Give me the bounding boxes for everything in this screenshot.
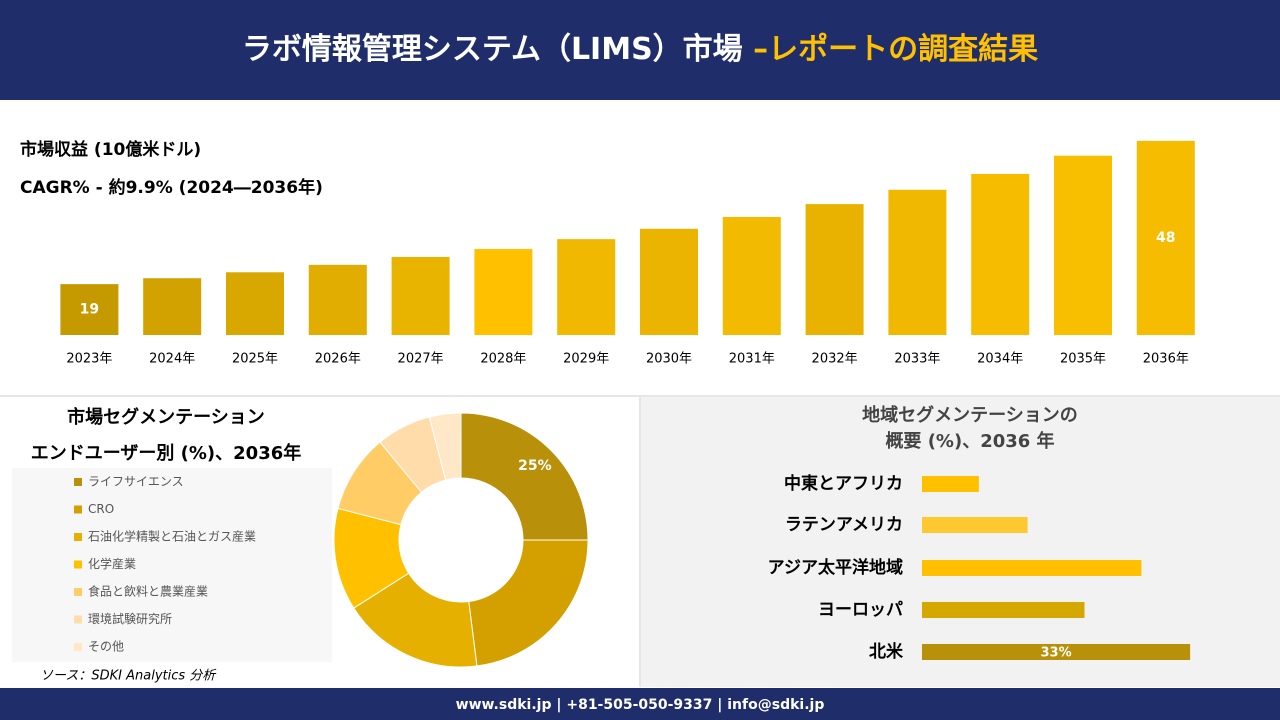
legend-label: その他 <box>88 640 124 654</box>
chart-subtitle: 概要 (%)、2036 年 <box>885 430 1054 452</box>
legend-marker <box>74 560 82 569</box>
bar <box>722 216 781 335</box>
y-tick-label: ラテンアメリカ <box>785 515 903 535</box>
value-label: 48 <box>1156 230 1175 246</box>
legend-marker <box>74 478 82 486</box>
legend-marker <box>74 588 82 596</box>
bar <box>922 602 1085 618</box>
x-tick-label: 2024年 <box>149 352 195 367</box>
legend-marker <box>74 533 82 541</box>
source: ソース：SDKI Analytics 分析 <box>40 669 217 684</box>
legend-label: ライフサイエンス <box>88 475 184 489</box>
x-tick-label: 2034年 <box>977 352 1023 367</box>
footer-contact: www.sdki.jp | +81-505-050-9337 | info@sd… <box>456 697 825 713</box>
chart-title: 市場収益 (10億米ドル) <box>20 139 201 160</box>
x-tick-label: 2029年 <box>563 352 609 367</box>
footer-bar <box>0 688 1280 720</box>
legend-marker <box>74 643 82 651</box>
legend-box <box>12 468 332 662</box>
x-tick-label: 2033年 <box>894 352 940 367</box>
bar <box>391 256 450 335</box>
bar <box>805 204 864 335</box>
bar <box>60 284 119 335</box>
title-highlight: –レポートの調査結果 <box>753 32 1038 67</box>
donut-segment <box>460 412 589 541</box>
bar <box>922 644 1191 660</box>
x-tick-label: 2032年 <box>812 352 858 367</box>
bar <box>971 173 1030 335</box>
bar <box>922 476 979 492</box>
region-panel <box>641 397 1280 687</box>
value-label: 19 <box>80 302 99 318</box>
x-tick-label: 2030年 <box>646 352 692 367</box>
bar <box>1136 140 1195 335</box>
bar <box>474 249 533 335</box>
value-label: 25% <box>518 458 552 474</box>
legend-label: 食品と飲料と農業産業 <box>88 584 208 599</box>
legend-label: 化学産業 <box>88 556 136 571</box>
donut-segment <box>353 572 478 668</box>
y-tick-label: アジア太平洋地域 <box>768 557 903 578</box>
bar <box>1054 155 1112 335</box>
x-tick-label: 2027年 <box>398 352 444 367</box>
y-tick-label: ヨーロッパ <box>818 600 903 620</box>
header-title: ラボ情報管理システム（LIMS）市場 –レポートの調査結果 <box>242 32 1038 67</box>
bar <box>640 228 698 335</box>
x-tick-label: 2025年 <box>232 352 278 367</box>
chart-subtitle: CAGR% - 約9.9% (2024―2036年) <box>20 177 323 198</box>
bar <box>922 560 1142 576</box>
donut-segment <box>428 412 462 481</box>
bar <box>226 272 284 335</box>
chart-title: 市場セグメンテーション <box>67 406 265 428</box>
chart-title: 地域セグメンテーションの <box>862 404 1078 426</box>
legend-label: 石油化学精製と石油とガス産業 <box>88 529 256 544</box>
donut-segment <box>468 539 589 667</box>
header-bar <box>0 0 1280 100</box>
x-tick-label: 2036年 <box>1143 352 1189 367</box>
title-main: ラボ情報管理システム（LIMS）市場 <box>242 32 753 67</box>
x-tick-label: 2028年 <box>480 352 526 367</box>
x-tick-label: 2023年 <box>66 352 112 367</box>
legend-marker <box>74 505 82 514</box>
y-tick-label: 北米 <box>869 641 904 662</box>
x-tick-label: 2026年 <box>315 352 361 367</box>
x-tick-label: 2031年 <box>729 352 775 367</box>
legend-label: CRO <box>88 502 114 516</box>
bar <box>922 517 1028 533</box>
value-label: 33% <box>1041 646 1072 661</box>
bar <box>143 278 202 335</box>
bar <box>557 239 616 335</box>
chart-subtitle: エンドユーザー別 (%)、2036年 <box>31 442 302 464</box>
legend-marker <box>74 615 82 624</box>
legend-label: 環境試験研究所 <box>88 611 172 626</box>
bar <box>308 264 367 335</box>
y-tick-label: 中東とアフリカ <box>784 473 903 494</box>
x-tick-label: 2035年 <box>1060 352 1106 367</box>
bar <box>888 189 947 335</box>
